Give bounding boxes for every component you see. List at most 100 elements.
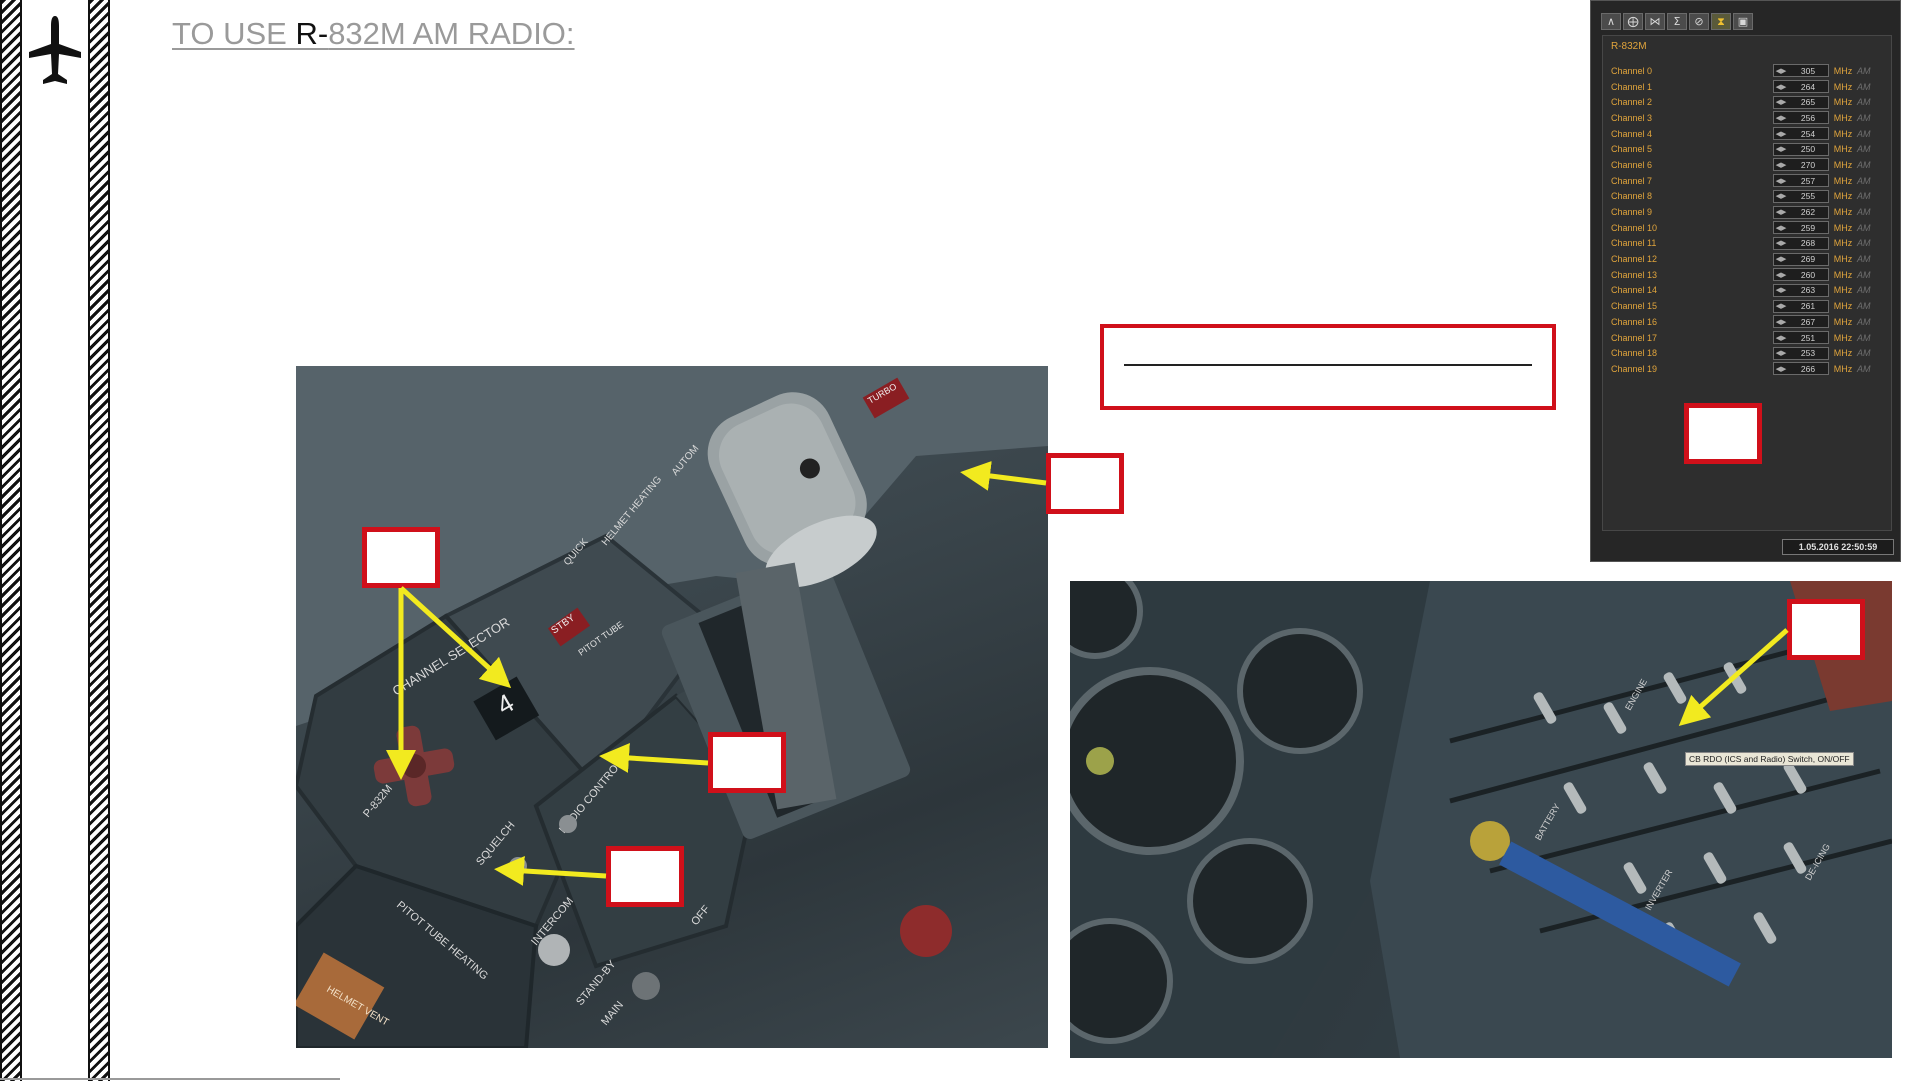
frequency-unit: MHz bbox=[1833, 222, 1853, 233]
left-rail-stripe bbox=[0, 0, 22, 1081]
frequency-spinner[interactable]: ◀▶ 260 bbox=[1773, 268, 1829, 282]
crosshair-icon[interactable]: ⨁ bbox=[1623, 13, 1643, 30]
frequency-spinner[interactable]: ◀▶ 266 bbox=[1773, 362, 1829, 376]
frequency-value[interactable]: 305 bbox=[1800, 65, 1816, 76]
spinner-arrows-icon[interactable]: ◀▶ bbox=[1775, 365, 1787, 373]
frequency-value[interactable]: 264 bbox=[1800, 81, 1816, 92]
radio-icon[interactable]: ⧗ bbox=[1711, 13, 1731, 30]
vehicle-icon[interactable]: ▣ bbox=[1733, 13, 1753, 30]
spinner-arrows-icon[interactable]: ◀▶ bbox=[1775, 318, 1787, 326]
modulation-label: AM bbox=[1857, 207, 1871, 218]
frequency-spinner[interactable]: ◀▶ 251 bbox=[1773, 331, 1829, 345]
cockpit-photo-left: 4 CHANNEL SELECTOR P-832M RADIO CONTROL … bbox=[296, 366, 1048, 1048]
frequency-value[interactable]: 251 bbox=[1800, 332, 1816, 343]
spinner-arrows-icon[interactable]: ◀▶ bbox=[1775, 146, 1787, 154]
spinner-arrows-icon[interactable]: ◀▶ bbox=[1775, 224, 1787, 232]
frequency-value[interactable]: 259 bbox=[1800, 222, 1816, 233]
frequency-value[interactable]: 265 bbox=[1800, 97, 1816, 108]
spinner-arrows-icon[interactable]: ◀▶ bbox=[1775, 209, 1787, 217]
frequency-spinner[interactable]: ◀▶ 268 bbox=[1773, 236, 1829, 250]
frequency-spinner[interactable]: ◀▶ 255 bbox=[1773, 189, 1829, 203]
frequency-spinner[interactable]: ◀▶ 267 bbox=[1773, 315, 1829, 329]
frequency-value[interactable]: 263 bbox=[1800, 285, 1816, 296]
channel-label: Channel 10 bbox=[1611, 222, 1658, 233]
frequency-unit: MHz bbox=[1833, 254, 1853, 265]
channel-row: Channel 8 ◀▶ 255 MHz AM bbox=[1611, 189, 1891, 205]
frequency-unit: MHz bbox=[1833, 144, 1853, 155]
modulation-label: AM bbox=[1857, 191, 1871, 202]
spinner-arrows-icon[interactable]: ◀▶ bbox=[1775, 303, 1787, 311]
spinner-arrows-icon[interactable]: ◀▶ bbox=[1775, 350, 1787, 358]
title-callout-box bbox=[1100, 324, 1556, 410]
frequency-value[interactable]: 250 bbox=[1800, 144, 1816, 155]
frequency-spinner[interactable]: ◀▶ 265 bbox=[1773, 95, 1829, 109]
spinner-arrows-icon[interactable]: ◀▶ bbox=[1775, 83, 1787, 91]
spinner-arrows-icon[interactable]: ◀▶ bbox=[1775, 114, 1787, 122]
spinner-arrows-icon[interactable]: ◀▶ bbox=[1775, 99, 1787, 107]
frequency-value[interactable]: 267 bbox=[1800, 316, 1816, 327]
modulation-label: AM bbox=[1857, 112, 1871, 123]
frequency-spinner[interactable]: ◀▶ 256 bbox=[1773, 111, 1829, 125]
frequency-unit: MHz bbox=[1833, 97, 1853, 108]
channel-row: Channel 17 ◀▶ 251 MHz AM bbox=[1611, 330, 1891, 346]
spinner-arrows-icon[interactable]: ◀▶ bbox=[1775, 193, 1787, 201]
channel-label: Channel 17 bbox=[1611, 332, 1658, 343]
frequency-value[interactable]: 260 bbox=[1800, 269, 1816, 280]
spinner-arrows-icon[interactable]: ◀▶ bbox=[1775, 334, 1787, 342]
frequency-spinner[interactable]: ◀▶ 262 bbox=[1773, 205, 1829, 219]
spinner-arrows-icon[interactable]: ◀▶ bbox=[1775, 67, 1787, 75]
frequency-spinner[interactable]: ◀▶ 305 bbox=[1773, 64, 1829, 78]
frequency-unit: MHz bbox=[1833, 348, 1853, 359]
sigma-icon[interactable]: Σ bbox=[1667, 13, 1687, 30]
no-entry-icon[interactable]: ⊘ bbox=[1689, 13, 1709, 30]
modulation-label: AM bbox=[1857, 238, 1871, 249]
callout-box-cb-switch bbox=[1787, 599, 1865, 660]
frequency-value[interactable]: 253 bbox=[1800, 348, 1816, 359]
frequency-spinner[interactable]: ◀▶ 263 bbox=[1773, 283, 1829, 297]
spinner-arrows-icon[interactable]: ◀▶ bbox=[1775, 130, 1787, 138]
frequency-value[interactable]: 262 bbox=[1800, 207, 1816, 218]
frequency-spinner[interactable]: ◀▶ 253 bbox=[1773, 346, 1829, 360]
channel-row: Channel 10 ◀▶ 259 MHz AM bbox=[1611, 220, 1891, 236]
frequency-value[interactable]: 255 bbox=[1800, 191, 1816, 202]
channel-row: Channel 18 ◀▶ 253 MHz AM bbox=[1611, 345, 1891, 361]
frequency-value[interactable]: 266 bbox=[1800, 363, 1816, 374]
frequency-value[interactable]: 270 bbox=[1800, 159, 1816, 170]
frequency-unit: MHz bbox=[1833, 285, 1853, 296]
modulation-label: AM bbox=[1857, 316, 1871, 327]
frequency-spinner[interactable]: ◀▶ 264 bbox=[1773, 80, 1829, 94]
date-time-field: 1.05.2016 22:50:59 bbox=[1782, 539, 1894, 555]
spinner-arrows-icon[interactable]: ◀▶ bbox=[1775, 287, 1787, 295]
frequency-value[interactable]: 257 bbox=[1800, 175, 1816, 186]
frequency-spinner[interactable]: ◀▶ 269 bbox=[1773, 252, 1829, 266]
page-title: TO USE R-832M AM RADIO: bbox=[172, 16, 575, 52]
frequency-spinner[interactable]: ◀▶ 259 bbox=[1773, 221, 1829, 235]
network-icon[interactable]: ⋈ bbox=[1645, 13, 1665, 30]
frequency-spinner[interactable]: ◀▶ 254 bbox=[1773, 127, 1829, 141]
frequency-spinner[interactable]: ◀▶ 261 bbox=[1773, 299, 1829, 313]
channel-label: Channel 11 bbox=[1611, 238, 1657, 249]
channel-row: Channel 13 ◀▶ 260 MHz AM bbox=[1611, 267, 1891, 283]
frequency-spinner[interactable]: ◀▶ 270 bbox=[1773, 158, 1829, 172]
channel-row: Channel 0 ◀▶ 305 MHz AM bbox=[1611, 63, 1891, 79]
channel-row: Channel 7 ◀▶ 257 MHz AM bbox=[1611, 173, 1891, 189]
channel-label: Channel 16 bbox=[1611, 316, 1658, 327]
channel-label: Channel 5 bbox=[1611, 144, 1653, 155]
frequency-spinner[interactable]: ◀▶ 250 bbox=[1773, 142, 1829, 156]
spinner-arrows-icon[interactable]: ◀▶ bbox=[1775, 240, 1787, 248]
spinner-arrows-icon[interactable]: ◀▶ bbox=[1775, 161, 1787, 169]
cockpit-left-illustration: 4 CHANNEL SELECTOR P-832M RADIO CONTROL … bbox=[296, 366, 1048, 1048]
spinner-arrows-icon[interactable]: ◀▶ bbox=[1775, 177, 1787, 185]
frequency-value[interactable]: 254 bbox=[1800, 128, 1816, 139]
frequency-value[interactable]: 256 bbox=[1800, 112, 1816, 123]
frequency-unit: MHz bbox=[1833, 112, 1853, 123]
frequency-value[interactable]: 261 bbox=[1800, 301, 1816, 312]
spinner-arrows-icon[interactable]: ◀▶ bbox=[1775, 256, 1787, 264]
aircraft-icon[interactable]: ∧ bbox=[1601, 13, 1621, 30]
spinner-arrows-icon[interactable]: ◀▶ bbox=[1775, 271, 1787, 279]
frequency-value[interactable]: 268 bbox=[1800, 238, 1816, 249]
title-part-1: TO USE bbox=[172, 16, 296, 51]
frequency-value[interactable]: 269 bbox=[1800, 254, 1816, 265]
frequency-unit: MHz bbox=[1833, 238, 1853, 249]
frequency-spinner[interactable]: ◀▶ 257 bbox=[1773, 174, 1829, 188]
